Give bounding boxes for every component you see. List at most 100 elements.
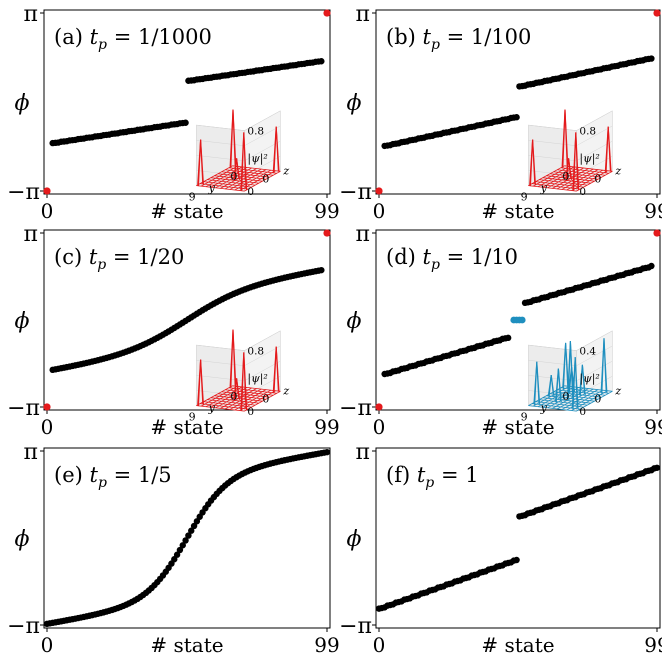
panel-b-edge-point [653,9,661,17]
panel-c-xtick-99: 99 [314,415,339,439]
panel-f-ytick-bottom: −π [339,614,372,639]
panel-c-inset-xlabel: z [282,384,289,397]
panel-f: 0 99 π −π ϕ # state (f) tp = 1 [339,440,662,657]
panel-f-xlabel: # state [481,633,554,657]
panel-a-inset-ztick: 0 [247,186,254,198]
panel-b-inset-ylabel: y [540,182,548,195]
panel-e-xtick-0: 0 [41,633,54,657]
panel-a-title: (a) tp = 1/1000 [54,25,212,53]
panel-d-edge-point [653,229,661,237]
panel-c-inset-zlabel: |ψ|² [247,372,267,386]
panel-d-point [504,334,512,342]
panel-a-ytick-bottom: −π [7,180,40,205]
panel-a-xtick-99: 99 [314,199,339,223]
panel-c-ylabel: ϕ [15,309,30,334]
panel-f-point [653,464,661,471]
panel-a-ytick-top: π [24,2,38,27]
panel-e-xlabel: # state [150,633,223,657]
panel-b-xlabel: # state [481,199,554,223]
panel-d-inset-zlabel: |ψ|² [579,372,599,386]
panel-b-inset-ztick: 0 [579,186,586,198]
panel-d-xtick-99: 99 [644,415,662,439]
panel-e-point [323,448,331,456]
panel-c-xlabel: # state [150,415,223,439]
panel-b-frame [375,9,661,195]
panel-d-xtick-0: 0 [373,415,386,439]
panel-c-inset-tick-0: 0 [230,390,237,403]
panel-c-edge-point [323,229,331,237]
panel-d-ytick-bottom: −π [339,396,372,421]
panel-e-point [190,522,198,530]
panel-b-title: (b) tp = 1/100 [386,25,531,53]
panel-a-xlabel: # state [150,199,223,223]
panel-e-point [182,537,189,544]
panel-b-inset-tick-0: 0 [562,170,569,183]
panel-a-inset-zlabel: |ψ|² [247,152,267,166]
panel-a-inset-xlabel: z [282,164,289,177]
panel-e-point [179,542,186,549]
panel-c-edge-point [43,403,51,411]
panel-a-inset-tick-0b: 0 [262,173,269,186]
panel-c-inset-ztick: 0 [247,406,254,418]
panel-e-xtick-99: 99 [314,633,339,657]
panel-b-inset-tick-9: 9 [521,191,528,204]
panel-b-inset-ztick: 0.8 [579,126,596,138]
panel-c-ytick-bottom: −π [7,396,40,421]
panel-c-point [318,266,325,274]
panel-e-ytick-top: π [24,440,38,465]
panel-b-inset-xlabel: z [614,164,621,177]
panel-b-point [513,114,520,121]
panel-b-ytick-top: π [356,2,370,27]
panel-d-edge-point [375,403,383,411]
panel-a-frame [43,9,331,195]
panel-f-xtick-99: 99 [644,633,662,657]
panel-f-title: (f) tp = 1 [386,463,479,491]
panel-b-point [648,55,655,62]
panel-b-inset-tick-0b: 0 [594,173,601,186]
panel-d-inset-ylabel: y [540,402,548,415]
panel-b-ytick-bottom: −π [339,180,372,205]
panel-b-xtick-0: 0 [373,199,386,223]
panel-a-inset-ylabel: y [208,182,216,195]
panel-a-inset-tick-0: 0 [230,170,237,183]
panel-d-blue-point [518,316,526,324]
panel-a-xtick-0: 0 [41,199,54,223]
panel-d-title: (d) tp = 1/10 [386,245,518,273]
panel-a: 0 99 π −π ϕ # state (a) tp = 1/1000 0.8 0 |ψ|² 9y 0… [7,2,340,223]
panel-b-xtick-99: 99 [644,199,662,223]
panel-c-inset-tick-9: 9 [189,411,196,424]
panel-d-point [648,262,655,270]
panel-a-point [182,119,189,126]
panel-a-point [318,58,325,65]
panel-c-ytick-top: π [24,222,38,247]
panel-f-xtick-0: 0 [373,633,386,657]
panel-a-ylabel: ϕ [15,91,30,116]
panel-d-ytick-top: π [356,222,370,247]
panel-e-point [173,551,181,558]
panel-e-ylabel: ϕ [15,527,30,552]
panel-d-inset-tick-0: 0 [562,390,569,403]
panel-b-ylabel: ϕ [347,91,362,116]
panel-e-point [176,546,184,554]
panel-d-ylabel: ϕ [347,309,362,334]
panel-e-ytick-bottom: −π [7,614,40,639]
panel-d-xlabel: # state [481,415,554,439]
panel-d-inset-ztick: 0 [579,406,586,418]
panel-c-title: (c) tp = 1/20 [54,245,184,273]
panel-f-ytick-top: π [356,440,370,465]
panel-d-inset-tick-9: 9 [521,411,528,424]
panel-c-inset-ztick: 0.8 [247,346,264,358]
panel-a-edge-point [323,9,331,17]
panel-c-inset-ylabel: y [208,402,216,415]
panel-d-inset-xlabel: z [614,384,621,397]
panel-e-title: (e) tp = 1/5 [54,463,172,491]
panel-c-xtick-0: 0 [41,415,54,439]
panel-e-point [185,532,192,539]
